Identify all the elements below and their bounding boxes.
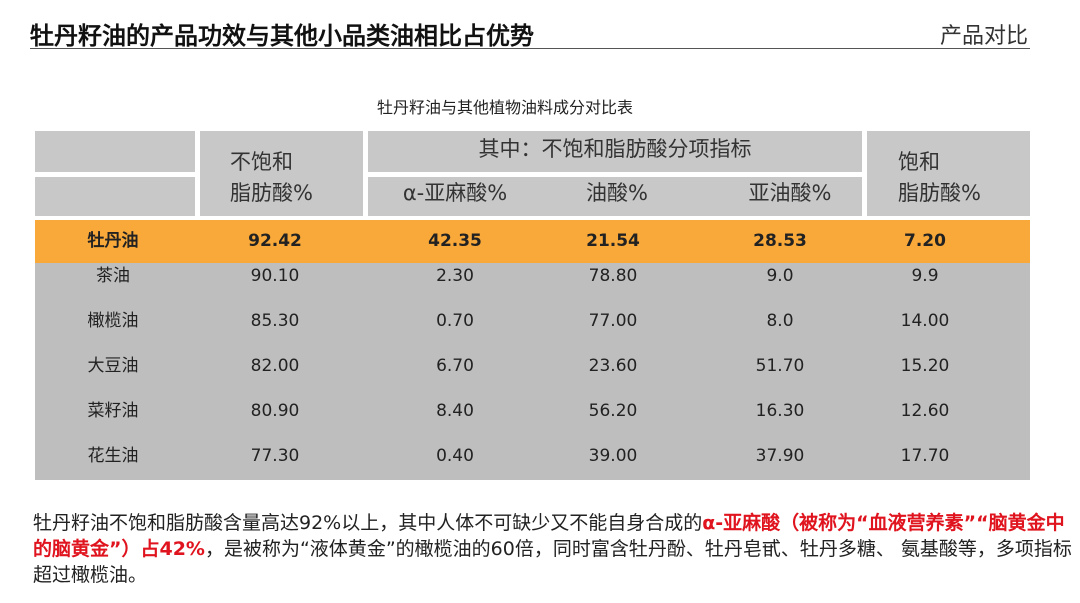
row-label: 菜籽油 (87, 401, 139, 421)
header-cell (35, 177, 195, 216)
row-label: 牡丹油 (87, 231, 139, 251)
table-cell: 8.0 (766, 311, 794, 331)
table-cell: 37.90 (755, 446, 805, 466)
table-cell: 42.35 (428, 231, 482, 251)
summary-text: ，是被称为“液体黄金”的橄榄油的60倍，同时富含牡丹酚、牡丹皂甙、牡丹多糖、 氨… (33, 538, 1072, 586)
table-cell: 0.40 (436, 446, 474, 466)
table-cell: 92.42 (248, 231, 302, 251)
summary-highlight: α-亚麻酸（被称为“血液营养素”“脑黄金中的脑黄金”）占42% (33, 512, 1065, 560)
rows-background (35, 263, 1030, 480)
table-cell: 85.30 (250, 311, 300, 331)
table-cell: 77.30 (250, 446, 300, 466)
table-cell: 56.20 (588, 401, 638, 421)
header-label: 亚油酸% (748, 181, 832, 205)
table-cell: 2.30 (436, 266, 474, 286)
table-cell: 12.60 (900, 401, 950, 421)
table-cell: 51.70 (755, 356, 805, 376)
summary-paragraph: 牡丹籽油不饱和脂肪酸含量高达92%以上，其中人体不可缺少又不能自身合成的α-亚麻… (33, 510, 1073, 588)
table-cell: 9.9 (911, 266, 939, 286)
header-cell (200, 131, 363, 216)
table-cell: 28.53 (753, 231, 807, 251)
table-cell: 0.70 (436, 311, 474, 331)
row-label: 大豆油 (87, 356, 139, 376)
row-label: 花生油 (87, 446, 139, 466)
header-label: 饱和 (898, 150, 940, 174)
table-cell: 6.70 (436, 356, 474, 376)
header-label: 脂肪酸% (230, 181, 313, 205)
table-cell: 82.00 (250, 356, 300, 376)
table-cell: 7.20 (904, 231, 946, 251)
table-cell: 77.00 (588, 311, 638, 331)
header-label: 油酸% (586, 181, 648, 205)
page-title: 牡丹籽油的产品功效与其他小品类油相比占优势 (30, 22, 534, 50)
title-rule (30, 48, 1030, 49)
table-cell: 16.30 (755, 401, 805, 421)
section-label: 产品对比 (939, 24, 1028, 49)
header-cell (35, 131, 195, 172)
table-cell: 8.40 (436, 401, 474, 421)
header-label: α-亚麻酸% (402, 181, 508, 205)
table-cell: 17.70 (900, 446, 950, 466)
header-cell (867, 131, 1030, 216)
summary-text: 牡丹籽油不饱和脂肪酸含量高达92%以上，其中人体不可缺少又不能自身合成的 (33, 512, 703, 534)
highlight-row (35, 220, 1030, 263)
table-cell: 39.00 (588, 446, 638, 466)
table-cell: 14.00 (900, 311, 950, 331)
row-label: 橄榄油 (87, 311, 139, 331)
header-cell (368, 131, 862, 172)
table-cell: 21.54 (586, 231, 640, 251)
table-cell: 80.90 (250, 401, 300, 421)
table-cell: 23.60 (588, 356, 638, 376)
header-cell (368, 177, 862, 216)
table-cell: 9.0 (766, 266, 794, 286)
header-label: 不饱和 (230, 150, 293, 174)
table-cell: 90.10 (250, 266, 300, 286)
header-label: 脂肪酸% (898, 181, 981, 205)
row-label: 茶油 (96, 266, 130, 286)
table-cell: 78.80 (588, 266, 638, 286)
table-cell: 15.20 (900, 356, 950, 376)
header-label: 其中：不饱和脂肪酸分项指标 (478, 137, 752, 161)
table-caption: 牡丹籽油与其他植物油料成分对比表 (376, 98, 633, 117)
